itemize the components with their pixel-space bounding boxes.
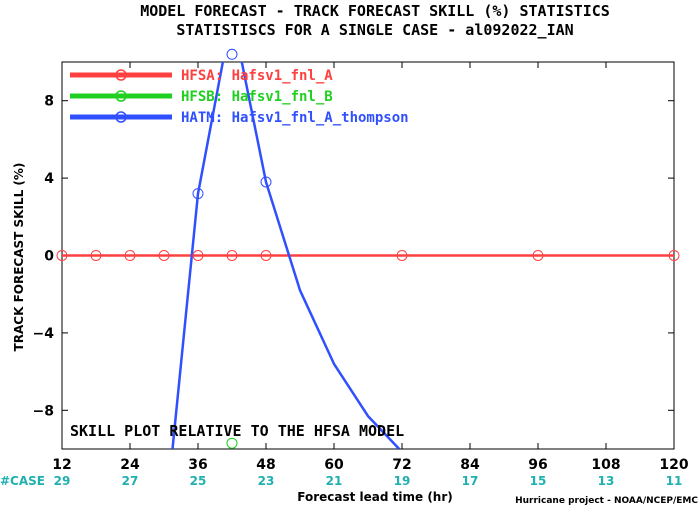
x-tick-label: 108 bbox=[591, 457, 620, 473]
hfsa-point bbox=[192, 250, 204, 261]
hatm-point bbox=[226, 48, 238, 60]
case-row: 29 27 25 23 21 19 17 15 13 11 bbox=[54, 474, 683, 488]
case-count: 17 bbox=[462, 474, 479, 488]
legend-marker-hfsb bbox=[115, 90, 127, 102]
case-count: 19 bbox=[394, 474, 411, 488]
legend-marker-hfsa bbox=[115, 69, 127, 81]
case-count: 23 bbox=[258, 474, 275, 488]
legend-label-hfsb: HFSB: Hafsv1_fnl_B bbox=[181, 89, 333, 105]
hfsa-point bbox=[56, 250, 68, 261]
case-count: 13 bbox=[598, 474, 615, 488]
case-row-label: #CASE bbox=[0, 474, 45, 488]
hfsa-point bbox=[260, 250, 272, 261]
chart-subtitle: STATISTISCS FOR A SINGLE CASE - al092022… bbox=[176, 21, 573, 39]
case-count: 21 bbox=[326, 474, 343, 488]
x-tick-label: 96 bbox=[528, 457, 547, 473]
x-tick-label: 120 bbox=[659, 457, 688, 473]
y-tick-label: −8 bbox=[33, 403, 54, 419]
legend-label-hatm: HATM: Hafsv1_fnl_A_thompson bbox=[181, 110, 409, 126]
y-axis-label: TRACK FORECAST SKILL (%) bbox=[12, 163, 26, 352]
legend-marker-hatm bbox=[115, 111, 127, 123]
credit-text: Hurricane project - NOAA/NCEP/EMC bbox=[515, 496, 698, 506]
case-count: 25 bbox=[190, 474, 207, 488]
hfsa-point bbox=[124, 250, 136, 261]
chart-title: MODEL FORECAST - TRACK FORECAST SKILL (%… bbox=[140, 2, 610, 20]
x-tick-label: 24 bbox=[120, 457, 140, 473]
skill-plot-note: SKILL PLOT RELATIVE TO THE HFSA MODEL bbox=[70, 422, 404, 440]
y-tick-label: −4 bbox=[33, 326, 55, 342]
y-tick-label: 0 bbox=[44, 249, 54, 265]
x-tick-label: 72 bbox=[392, 457, 411, 473]
marker-layer bbox=[56, 48, 680, 449]
hfsa-point bbox=[396, 250, 408, 261]
case-count: 27 bbox=[122, 474, 139, 488]
hfsa-point bbox=[668, 250, 680, 261]
hfsa-point bbox=[226, 250, 238, 261]
y-tick-label: 4 bbox=[44, 171, 54, 187]
legend-label-hfsa: HFSA: Hafsv1_fnl_A bbox=[181, 68, 333, 84]
hatm-line bbox=[171, 62, 401, 449]
hatm-point bbox=[260, 176, 272, 188]
hfsb-point bbox=[226, 437, 238, 449]
case-count: 11 bbox=[666, 474, 683, 488]
x-axis: 12 24 36 48 60 72 84 96 108 120 bbox=[52, 62, 689, 473]
legend: HFSA: Hafsv1_fnl_A HFSB: Hafsv1_fnl_B HATM… bbox=[70, 68, 409, 126]
hatm-point bbox=[192, 188, 204, 200]
x-tick-label: 60 bbox=[324, 457, 344, 473]
x-tick-label: 12 bbox=[52, 457, 71, 473]
hfsa-point bbox=[90, 250, 102, 261]
case-count: 15 bbox=[530, 474, 547, 488]
y-axis: −8 −4 0 4 8 bbox=[33, 94, 674, 419]
x-axis-label: Forecast lead time (hr) bbox=[297, 490, 453, 504]
series-layer bbox=[62, 62, 674, 449]
case-count: 29 bbox=[54, 474, 71, 488]
y-tick-label: 8 bbox=[44, 94, 54, 110]
hfsa-point bbox=[158, 250, 170, 261]
x-tick-label: 84 bbox=[460, 457, 480, 473]
x-tick-label: 48 bbox=[256, 457, 275, 473]
x-tick-label: 36 bbox=[188, 457, 207, 473]
hfsa-point bbox=[532, 250, 544, 261]
